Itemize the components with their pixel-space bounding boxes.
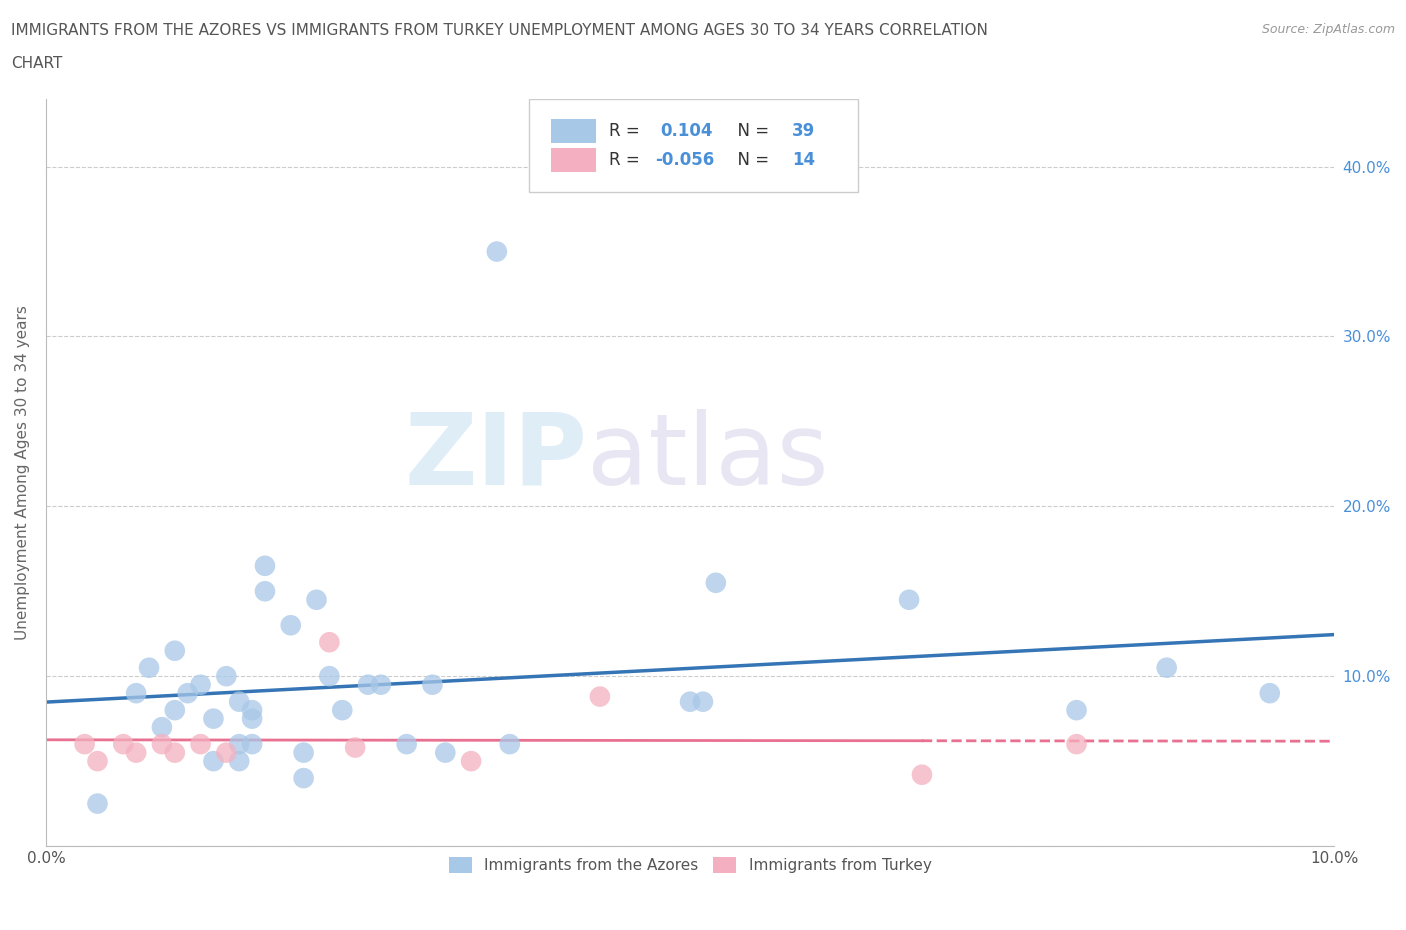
Point	[202, 753, 225, 768]
Point	[112, 737, 135, 751]
Point	[190, 677, 212, 692]
FancyBboxPatch shape	[529, 99, 858, 193]
Text: ZIP: ZIP	[404, 409, 588, 506]
Point	[163, 703, 186, 718]
Point	[422, 677, 444, 692]
Point	[485, 245, 508, 259]
Point	[215, 669, 238, 684]
Point	[280, 618, 302, 632]
Text: N =: N =	[727, 151, 775, 169]
Point	[150, 737, 173, 751]
Point	[292, 745, 315, 760]
Point	[86, 796, 108, 811]
Point	[898, 592, 921, 607]
Point	[318, 669, 340, 684]
Point	[228, 737, 250, 751]
Point	[125, 745, 148, 760]
Point	[305, 592, 328, 607]
Point	[318, 635, 340, 650]
Point	[202, 711, 225, 726]
Text: 39: 39	[792, 122, 815, 140]
Point	[1258, 685, 1281, 700]
Point	[138, 660, 160, 675]
Text: 0.104: 0.104	[661, 122, 713, 140]
Point	[240, 703, 263, 718]
Text: R =: R =	[609, 122, 650, 140]
Point	[292, 771, 315, 786]
Text: Source: ZipAtlas.com: Source: ZipAtlas.com	[1261, 23, 1395, 36]
Text: R =: R =	[609, 151, 645, 169]
Point	[163, 745, 186, 760]
Point	[253, 584, 276, 599]
Point	[692, 694, 714, 709]
Y-axis label: Unemployment Among Ages 30 to 34 years: Unemployment Among Ages 30 to 34 years	[15, 305, 30, 640]
Text: IMMIGRANTS FROM THE AZORES VS IMMIGRANTS FROM TURKEY UNEMPLOYMENT AMONG AGES 30 : IMMIGRANTS FROM THE AZORES VS IMMIGRANTS…	[11, 23, 988, 38]
Point	[86, 753, 108, 768]
Point	[499, 737, 522, 751]
Point	[150, 720, 173, 735]
Point	[215, 745, 238, 760]
Point	[395, 737, 418, 751]
FancyBboxPatch shape	[551, 119, 596, 142]
Legend: Immigrants from the Azores, Immigrants from Turkey: Immigrants from the Azores, Immigrants f…	[443, 851, 938, 880]
Point	[228, 753, 250, 768]
Text: -0.056: -0.056	[655, 151, 714, 169]
Point	[679, 694, 702, 709]
Point	[1156, 660, 1178, 675]
Point	[240, 737, 263, 751]
Point	[344, 740, 367, 755]
Point	[434, 745, 457, 760]
Point	[330, 703, 353, 718]
Point	[190, 737, 212, 751]
Point	[163, 644, 186, 658]
Text: atlas: atlas	[588, 409, 828, 506]
Point	[460, 753, 482, 768]
Point	[1066, 737, 1088, 751]
Text: CHART: CHART	[11, 56, 63, 71]
FancyBboxPatch shape	[551, 148, 596, 172]
Point	[357, 677, 380, 692]
Point	[240, 711, 263, 726]
Point	[911, 767, 934, 782]
Point	[253, 558, 276, 573]
Point	[125, 685, 148, 700]
Point	[228, 694, 250, 709]
Point	[1066, 703, 1088, 718]
Point	[73, 737, 96, 751]
Point	[589, 689, 612, 704]
Text: N =: N =	[727, 122, 775, 140]
Point	[704, 576, 727, 591]
Point	[176, 685, 198, 700]
Text: 14: 14	[792, 151, 815, 169]
Point	[370, 677, 392, 692]
